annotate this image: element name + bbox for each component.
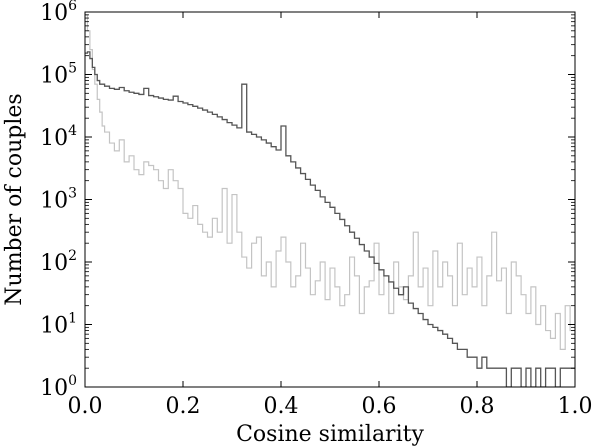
y-tick-label: 100 xyxy=(40,373,77,401)
series-line-1 xyxy=(85,14,575,350)
x-tick-label: 0.6 xyxy=(362,394,397,419)
series-layer xyxy=(85,14,575,387)
y-tick-label: 106 xyxy=(40,0,77,26)
y-tick-label: 103 xyxy=(40,186,77,214)
y-axis-title: Number of couples xyxy=(2,93,27,305)
y-tick-label: 104 xyxy=(40,123,77,151)
y-tick-label: 105 xyxy=(40,61,77,89)
y-tick-label: 101 xyxy=(40,311,77,339)
x-tick-label: 0.0 xyxy=(68,394,103,419)
x-axis-title: Cosine similarity xyxy=(236,422,424,447)
x-tick-label: 1.0 xyxy=(558,394,593,419)
y-tick-label: 102 xyxy=(40,248,77,276)
x-tick-label: 0.4 xyxy=(264,394,299,419)
series-line-2 xyxy=(85,51,575,387)
plot-frame xyxy=(84,11,576,388)
x-tick-label: 0.8 xyxy=(460,394,495,419)
axes-layer: 0.0 0.2 0.4 0.6 0.8 1.0 100 101 102 103 104 105 106 xyxy=(40,0,592,419)
x-tick-label: 0.2 xyxy=(166,394,201,419)
